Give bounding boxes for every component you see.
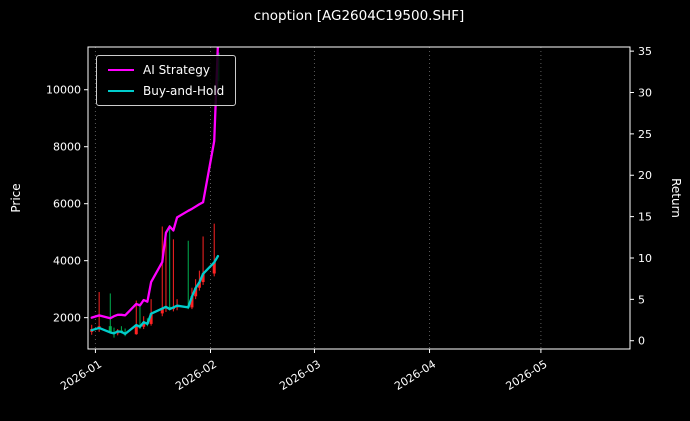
x-tick-label: 2026-04 (392, 358, 438, 393)
x-tick-label: 2026-02 (173, 358, 219, 393)
return-tick-label: 25 (638, 128, 652, 141)
legend-item: AI Strategy (108, 63, 224, 77)
legend-line-swatch (108, 90, 134, 92)
series-line (90, 47, 219, 320)
legend-line-swatch (108, 69, 134, 71)
return-tick-label: 20 (638, 169, 652, 182)
return-tick-label: 10 (638, 252, 652, 265)
return-tick-label: 35 (638, 45, 652, 58)
return-tick-label: 0 (638, 335, 645, 348)
price-tick-label: 8000 (53, 141, 81, 154)
legend-item: Buy-and-Hold (108, 84, 224, 98)
legend: AI Strategy Buy-and-Hold (96, 55, 237, 106)
return-tick-label: 15 (638, 211, 652, 224)
price-tick-label: 2000 (53, 312, 81, 325)
legend-label: AI Strategy (143, 63, 210, 77)
return-tick-label: 5 (638, 293, 645, 306)
x-tick-label: 2026-03 (277, 358, 323, 393)
x-tick-label: 2026-01 (58, 358, 104, 393)
price-tick-label: 4000 (53, 255, 81, 268)
legend-label: Buy-and-Hold (143, 84, 225, 98)
series-lines (90, 47, 220, 336)
price-tick-label: 6000 (53, 198, 81, 211)
plot-border (87, 46, 631, 350)
price-tick-label: 10000 (46, 84, 81, 97)
chart-title: cnoption [AG2604C19500.SHF] (253, 8, 465, 24)
return-tick-label: 30 (638, 87, 652, 100)
x-tick-label: 2026-05 (504, 358, 550, 393)
series-line (90, 254, 220, 336)
